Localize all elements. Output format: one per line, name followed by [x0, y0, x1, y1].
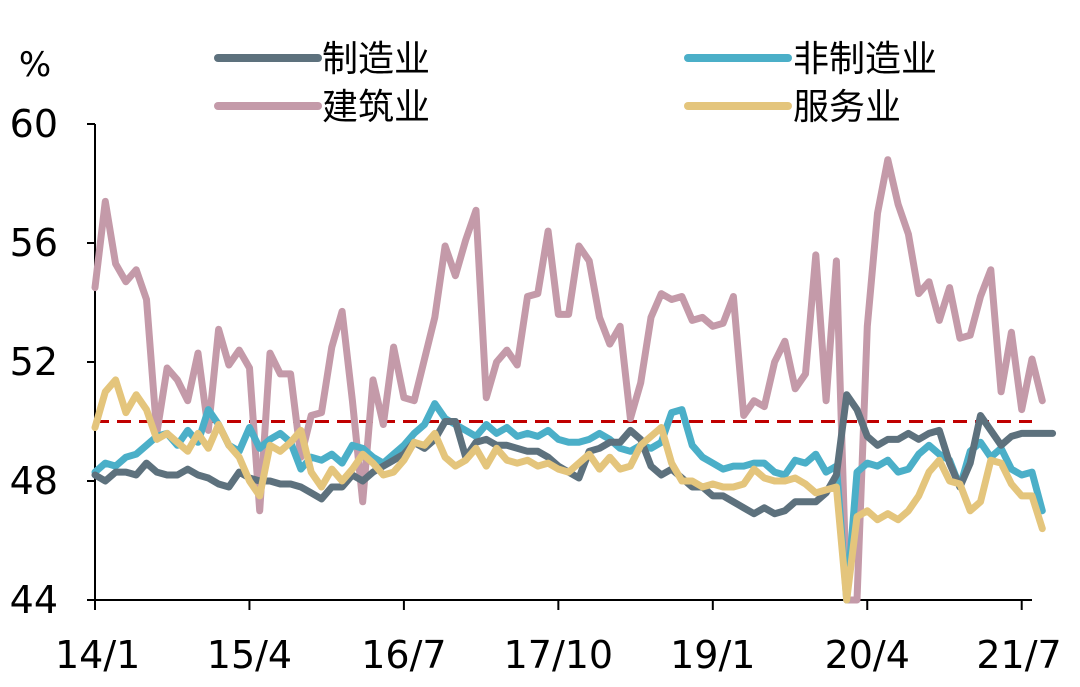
legend-label-manufacturing: 制造业 [322, 39, 430, 80]
series-line-construction [91, 156, 1046, 604]
legend: 制造业 非制造业 建筑业 服务业 [214, 39, 937, 128]
y-tick-label: 60 [10, 102, 58, 146]
series-line-manufacturing [91, 391, 1057, 518]
x-tick-label: 17/10 [504, 633, 614, 677]
y-tick-label: 52 [10, 340, 58, 384]
y-tick-label: 48 [10, 459, 58, 503]
x-tick-label: 19/1 [670, 633, 755, 677]
x-tick-label: 14/1 [55, 633, 140, 677]
x-tick-label: 16/7 [361, 633, 446, 677]
x-tick-label: 15/4 [207, 633, 292, 677]
series-lines [91, 156, 1057, 604]
y-axis-ticks: 44 48 52 56 60 [10, 102, 95, 622]
legend-label-non-manufacturing: 非制造业 [793, 39, 937, 80]
series-line-non-manufacturing [91, 400, 1046, 604]
y-unit-label: % [19, 45, 51, 85]
x-tick-label: 21/7 [976, 633, 1061, 677]
x-tick-label: 20/4 [825, 633, 910, 677]
series-line-services [91, 376, 1046, 604]
y-tick-label: 44 [10, 578, 58, 622]
legend-label-services: 服务业 [793, 87, 901, 128]
y-tick-label: 56 [10, 221, 58, 265]
legend-label-construction: 建筑业 [322, 87, 430, 128]
x-axis-ticks: 14/1 15/4 16/7 17/10 19/1 20/4 21/7 [55, 600, 1062, 677]
